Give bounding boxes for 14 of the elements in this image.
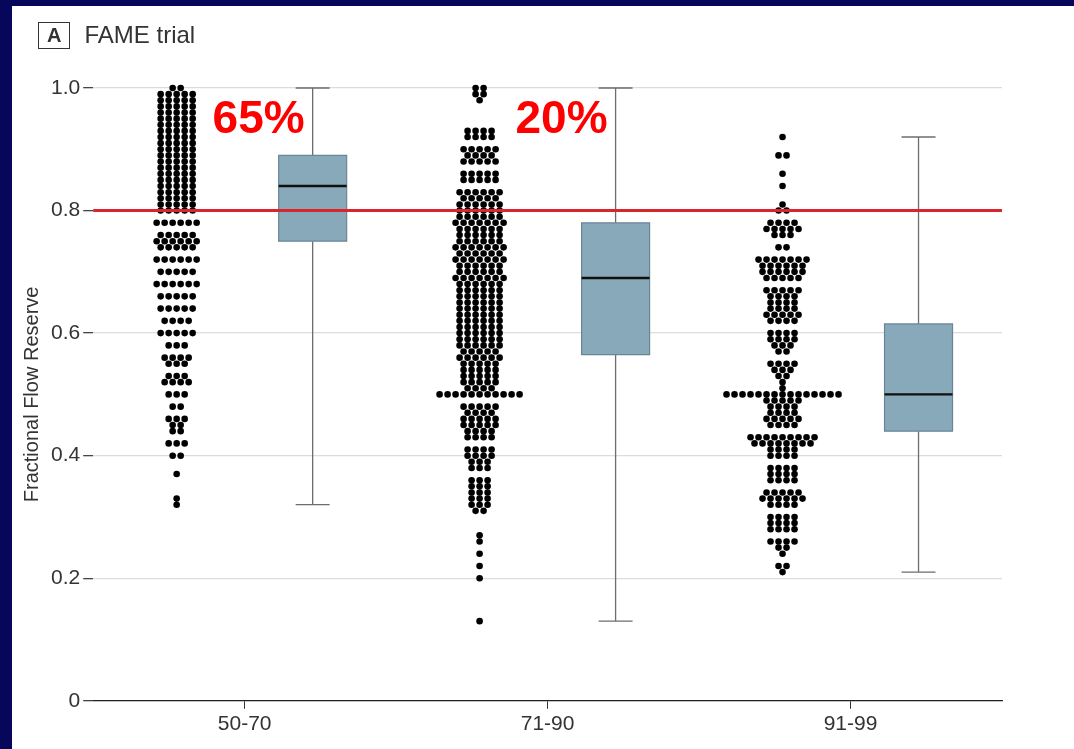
- text: A: [38, 21, 71, 49]
- y-tick-label: 1.0: [50, 74, 81, 98]
- annotation: 65%: [212, 90, 305, 143]
- x-tick-label: 91-99: [823, 711, 878, 735]
- y-tick-label: 0.6: [50, 319, 81, 343]
- y-tick-label: 0.2: [50, 565, 81, 589]
- y-axis-title: Fractional Flow Reserve: [19, 286, 42, 503]
- chart-title: FAME trial: [84, 21, 196, 49]
- x-tick-label: 50-70: [217, 711, 272, 735]
- annotation: 20%: [515, 90, 608, 143]
- y-tick-label: 0.8: [50, 197, 81, 221]
- y-tick-label: 0: [68, 687, 81, 711]
- y-tick-label: 0.4: [50, 442, 81, 466]
- x-tick-label: 71-90: [520, 711, 575, 735]
